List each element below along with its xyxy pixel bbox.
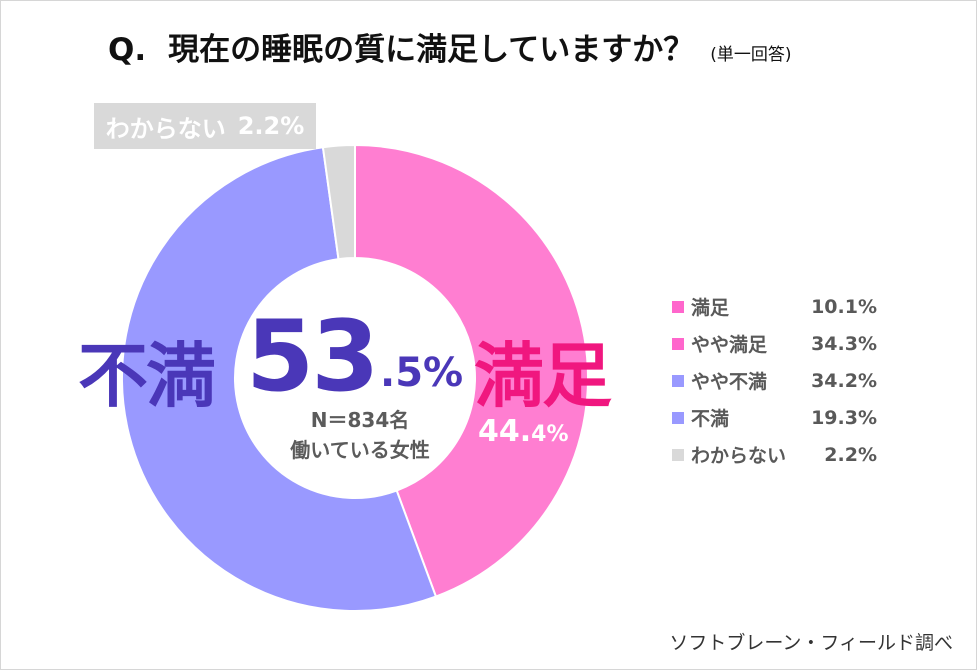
unknown-callout-value: 2.2% <box>237 112 305 140</box>
legend-swatch <box>672 374 684 387</box>
legend-label: 満足 <box>691 297 730 319</box>
legend-swatch <box>672 411 684 424</box>
legend-label: やや不満 <box>691 371 768 393</box>
source-note: ソフトブレーン・フィールド調べ <box>669 632 953 654</box>
fuman-label: 不満 <box>78 335 216 417</box>
sample-size: N＝834名 <box>310 408 410 432</box>
legend-value: 34.2% <box>811 369 877 392</box>
manzoku-percent-dec: 4% <box>531 422 569 447</box>
legend-label: やや満足 <box>691 334 768 356</box>
legend-item-fuman: 不満 19.3% <box>672 399 877 436</box>
legend-value: 19.3% <box>811 406 877 429</box>
legend-value: 34.3% <box>811 332 877 355</box>
donut-slice-わからない <box>321 143 356 261</box>
donut-slice-満足 <box>354 143 589 598</box>
legend-label: わからない <box>691 445 787 467</box>
unknown-callout-label: わからない <box>105 114 226 143</box>
unknown-callout: わからない 2.2% <box>94 103 316 149</box>
donut-slice-不満 <box>121 146 438 612</box>
legend-item-manzoku: 満足 10.1% <box>672 288 877 325</box>
fuman-percent-dec: .5% <box>380 350 464 396</box>
legend-swatch <box>672 300 684 313</box>
legend-item-wakaranai: わからない 2.2% <box>672 436 877 473</box>
chart-title: Q. 現在の睡眠の質に満足していますか？ (単一回答) <box>108 24 791 72</box>
title-q-label: Q. <box>108 32 147 68</box>
legend-value: 10.1% <box>811 295 877 318</box>
manzoku-percent-int: 44. <box>478 414 532 449</box>
legend-value: 2.2% <box>824 443 877 466</box>
legend: 満足 10.1% やや満足 34.3% やや不満 34.2% 不満 19.3% … <box>672 288 877 473</box>
legend-swatch <box>672 337 684 350</box>
title-note: (単一回答) <box>710 45 792 65</box>
legend-item-yaya-fuman: やや不満 34.2% <box>672 362 877 399</box>
legend-swatch <box>672 448 684 461</box>
fuman-percent-int: 53 <box>246 300 379 414</box>
legend-label: 不満 <box>691 408 730 430</box>
title-question: 現在の睡眠の質に満足していますか？ <box>168 32 695 68</box>
manzoku-label: 満足 <box>474 335 612 417</box>
population-label: 働いている女性 <box>290 438 430 462</box>
legend-item-yaya-manzoku: やや満足 34.3% <box>672 325 877 362</box>
manzoku-percent: 44.4% <box>478 414 569 449</box>
donut-slices <box>121 143 589 612</box>
